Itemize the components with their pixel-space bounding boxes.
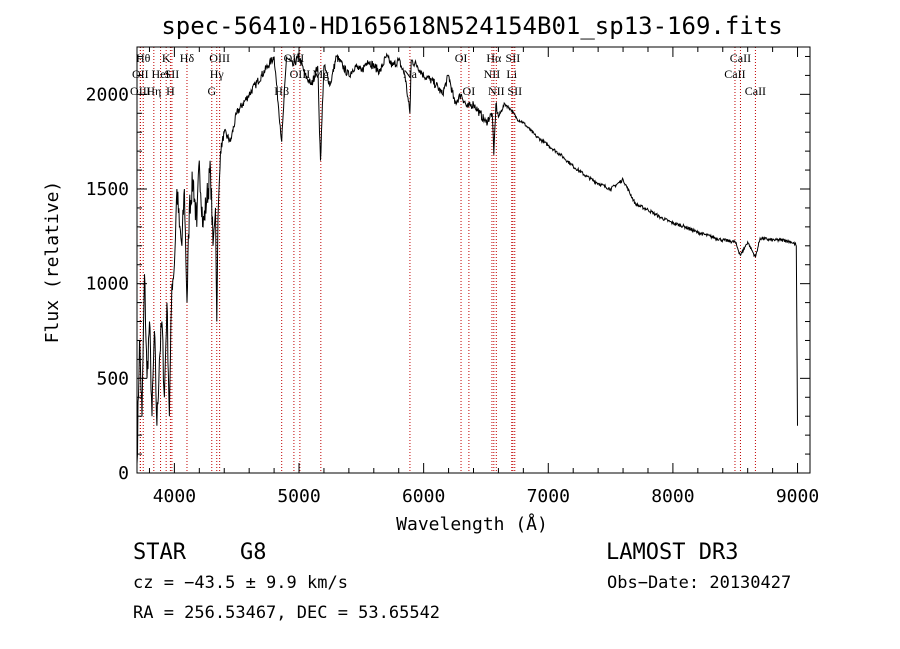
x-tick-label: 6000: [402, 486, 445, 507]
spectral-line-label: K: [162, 51, 171, 65]
x-tick-label: 9000: [776, 486, 819, 507]
spectral-line-label: Li: [506, 67, 517, 81]
survey-label: LAMOST DR3: [606, 540, 739, 565]
spectral-line-label: CaII: [745, 84, 766, 98]
spectral-line-label: HeI: [152, 67, 170, 81]
y-axis-label: Flux (relative): [42, 181, 63, 344]
spectral-line-label: SII: [165, 67, 180, 81]
spectral-line-label: Hγ: [210, 67, 225, 81]
spectral-line-label: Na: [403, 67, 418, 81]
spectral-line-label: OIII: [209, 51, 230, 65]
x-axis-ticks: 4000 5000 6000 7000 8000 9000: [148, 47, 819, 507]
spectral-line-label: SII: [507, 84, 522, 98]
y-tick-label: 2000: [86, 84, 129, 105]
y-tick-label: 500: [96, 368, 129, 389]
spectral-line-label: G: [207, 84, 216, 98]
spectral-line-label: CaII: [724, 67, 745, 81]
spectral-line-label: NII: [488, 84, 505, 98]
x-tick-label: 5000: [277, 486, 320, 507]
y-axis-ticks: 0 500 1000 1500 2000: [86, 55, 810, 484]
spectral-line-label: OII: [132, 67, 149, 81]
y-tick-label: 0: [118, 463, 129, 484]
spectral-line-label: OI: [463, 84, 476, 98]
spectral-line-label: Hβ: [274, 84, 289, 98]
x-tick-label: 7000: [527, 486, 570, 507]
observation-date: Obs−Date: 20130427: [607, 573, 792, 593]
y-tick-label: 1500: [86, 179, 129, 200]
spectral-line-label: OI: [455, 51, 468, 65]
subclass-label: G8: [240, 540, 267, 565]
chart-title: spec-56410-HD165618N524154B01_sp13-169.f…: [161, 12, 782, 40]
spectral-line-label: H: [166, 84, 175, 98]
spectral-line-label: Hθ: [136, 51, 151, 65]
spectral-line-markers: [139, 47, 756, 473]
spectral-line-label: Hδ: [180, 51, 195, 65]
x-tick-label: 8000: [651, 486, 694, 507]
spectral-line-label: Hη: [146, 84, 161, 98]
y-tick-label: 1000: [86, 274, 129, 295]
x-axis-label: Wavelength (Å): [396, 513, 548, 535]
redshift-velocity: cz = −43.5 ± 9.9 km/s: [133, 573, 348, 593]
coordinates: RA = 256.53467, DEC = 53.65542: [133, 603, 441, 623]
x-tick-label: 4000: [153, 486, 196, 507]
spectral-line-label: SII: [506, 51, 521, 65]
spectral-line-label: Mg: [312, 67, 329, 81]
spectral-line-label: OIII: [290, 67, 311, 81]
spectral-line-label: Hα: [486, 51, 502, 65]
spectral-line-label: CaII: [730, 51, 751, 65]
spectral-line-label: NII: [484, 67, 501, 81]
object-class-label: STAR: [133, 540, 186, 565]
flux-series-line: [136, 52, 798, 464]
